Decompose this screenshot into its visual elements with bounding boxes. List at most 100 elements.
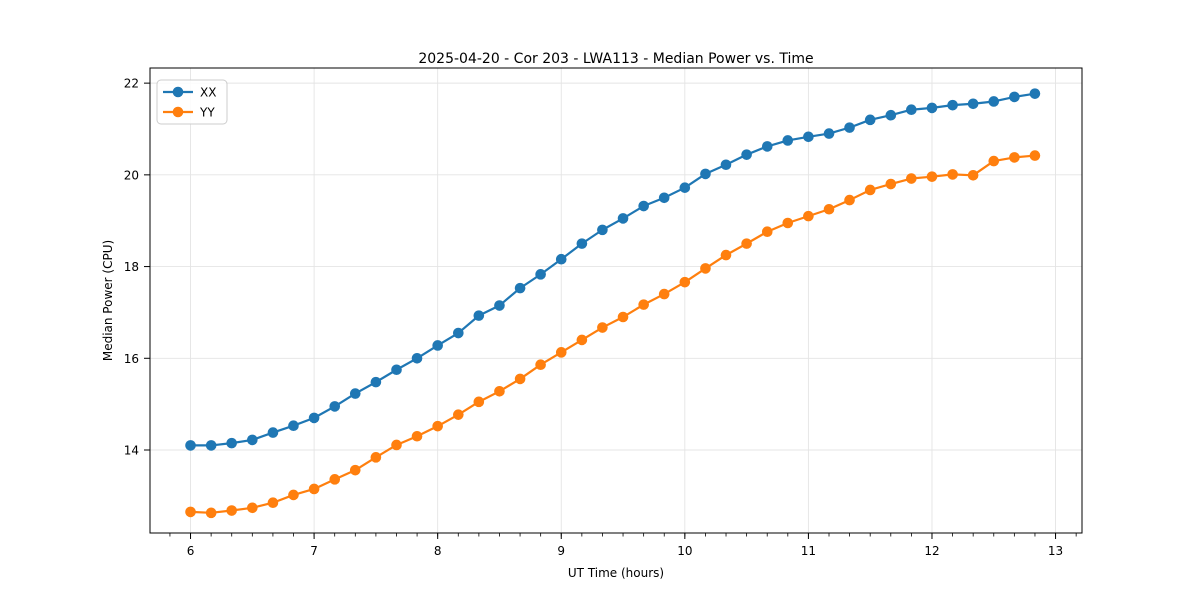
y-tick-label: 16 [124, 352, 139, 366]
series-line [190, 92, 1036, 447]
plot-frame [149, 67, 1083, 534]
x-tick-label: 6 [187, 544, 195, 558]
data-point [947, 99, 958, 111]
data-point [782, 217, 794, 229]
data-point [885, 178, 897, 190]
series-yy [185, 150, 1041, 519]
data-point [885, 109, 897, 121]
data-point [720, 159, 732, 171]
data-point [597, 224, 608, 236]
data-point [453, 327, 464, 339]
data-point [597, 322, 608, 333]
data-point [267, 427, 279, 438]
data-point [308, 483, 320, 495]
data-point [267, 497, 279, 509]
data-point [288, 420, 299, 431]
data-point [205, 440, 217, 451]
data-point [741, 149, 752, 160]
data-point [782, 135, 794, 146]
data-point [658, 192, 670, 204]
data-point [947, 169, 958, 180]
x-axis-label: UT Time (hours) [568, 566, 664, 580]
y-tick-label: 20 [124, 168, 139, 182]
data-point [349, 464, 361, 476]
data-point [967, 98, 979, 110]
data-point [349, 388, 361, 399]
data-point [555, 347, 567, 358]
data-point [638, 200, 649, 212]
data-point [473, 310, 485, 321]
legend-box [156, 79, 228, 125]
data-point [700, 263, 711, 274]
data-point [658, 288, 670, 300]
data-point [411, 430, 423, 442]
data-point [576, 238, 588, 249]
data-point [473, 396, 485, 408]
data-point [823, 128, 835, 139]
data-point [432, 340, 443, 351]
data-point [761, 226, 773, 238]
data-point [391, 439, 402, 451]
data-point [700, 168, 711, 180]
data-point [844, 122, 855, 133]
series-line [190, 154, 1036, 514]
y-tick-label: 22 [124, 77, 139, 91]
data-point [864, 114, 876, 126]
data-point [926, 102, 938, 114]
data-point [617, 213, 629, 224]
data-point [988, 155, 1000, 167]
data-point [1009, 91, 1020, 103]
data-point [370, 376, 382, 388]
series-xx [185, 88, 1041, 451]
data-point [185, 440, 196, 451]
data-point [803, 210, 814, 222]
data-point [288, 489, 299, 501]
data-point [453, 409, 464, 420]
data-point [803, 131, 814, 143]
legend: XX YY [156, 79, 228, 125]
data-point [926, 171, 938, 182]
legend-label-xx: XX [200, 86, 216, 100]
data-point [370, 452, 382, 463]
data-point [411, 352, 423, 364]
x-tick-label: 7 [310, 544, 318, 558]
data-point [741, 238, 752, 249]
data-point [185, 506, 196, 518]
x-tick-label: 11 [801, 544, 816, 558]
data-point [617, 311, 629, 323]
data-point [226, 437, 237, 449]
data-point [535, 269, 546, 280]
y-tick-label: 18 [124, 260, 139, 274]
data-point [679, 182, 691, 193]
x-tick-label: 9 [557, 544, 565, 558]
data-point [988, 96, 1000, 107]
y-tick-label: 14 [124, 443, 139, 457]
data-point [679, 276, 691, 288]
data-point [1029, 88, 1041, 99]
data-point [247, 434, 258, 446]
data-point [308, 412, 320, 424]
data-point [432, 420, 443, 432]
x-tick-label: 13 [1048, 544, 1063, 558]
data-point [514, 373, 526, 385]
data-point [247, 502, 258, 514]
data-point [1009, 152, 1020, 163]
data-point [906, 104, 917, 116]
series-layer [185, 88, 1041, 519]
data-point [555, 253, 567, 265]
data-point [967, 170, 979, 181]
data-point [761, 141, 773, 152]
chart-title: 2025-04-20 - Cor 203 - LWA113 - Median P… [418, 51, 813, 67]
legend-marker [172, 106, 184, 118]
data-point [391, 364, 402, 376]
legend-label-yy: YY [199, 106, 215, 120]
x-tick-label: 10 [677, 544, 692, 558]
data-point [205, 507, 217, 519]
data-point [329, 474, 341, 485]
y-axis-label: Median Power (CPU) [101, 240, 115, 361]
data-point [514, 282, 526, 294]
data-point [329, 401, 341, 412]
x-tick-label: 12 [924, 544, 939, 558]
